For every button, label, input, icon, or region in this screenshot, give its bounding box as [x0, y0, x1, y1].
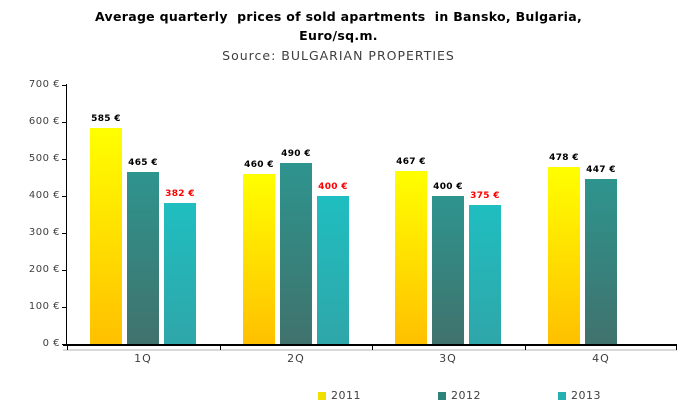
chart-header: Average quarterly prices of sold apartme…	[0, 7, 677, 64]
y-axis-tick-label: 600 €	[28, 116, 60, 127]
legend-item-2013: 2013	[558, 390, 601, 402]
y-axis-tick	[62, 344, 66, 345]
bar-2013-3Q	[469, 205, 501, 344]
bar-2011-3Q	[395, 171, 427, 344]
legend-label-2012: 2012	[451, 389, 481, 402]
bar-value-label-2011-2Q: 460 €	[244, 160, 274, 170]
y-axis-tick-label: 500 €	[28, 153, 60, 164]
x-axis-shadow	[63, 349, 677, 351]
legend-item-2012: 2012	[438, 390, 481, 402]
y-axis-tick-label: 700 €	[28, 79, 60, 90]
y-axis-tick-label: 400 €	[28, 190, 60, 201]
x-axis-line	[63, 344, 677, 346]
bar-2011-1Q	[90, 128, 122, 344]
bar-value-label-2011-3Q: 467 €	[396, 157, 426, 167]
y-axis-tick	[62, 196, 66, 197]
bar-value-label-2012-3Q: 400 €	[433, 182, 463, 192]
bar-value-label-2012-4Q: 447 €	[586, 165, 616, 175]
bar-2012-1Q	[127, 172, 159, 344]
x-axis-tick	[220, 346, 221, 350]
bar-2012-3Q	[432, 196, 464, 344]
bar-value-label-2011-1Q: 585 €	[91, 114, 121, 124]
y-axis-tick	[62, 270, 66, 271]
bar-2011-4Q	[548, 167, 580, 344]
x-axis-category-label: 3Q	[439, 352, 457, 365]
bar-value-label-2012-1Q: 465 €	[128, 158, 158, 168]
legend-item-2011: 2011	[318, 390, 361, 402]
x-axis-tick	[67, 346, 68, 350]
y-axis-tick-label: 200 €	[28, 264, 60, 275]
bar-value-label-2012-2Q: 490 €	[281, 149, 311, 159]
x-axis-tick	[372, 346, 373, 350]
chart-title-line1: Average quarterly prices of sold apartme…	[94, 9, 582, 24]
bar-value-label-2013-1Q: 382 €	[165, 189, 195, 199]
bar-value-label-2011-4Q: 478 €	[549, 153, 579, 163]
legend-label-2013: 2013	[571, 389, 601, 402]
legend-swatch-2011	[318, 392, 326, 400]
y-axis-tick-label: 300 €	[28, 227, 60, 238]
x-axis-tick	[525, 346, 526, 350]
y-axis-tick	[62, 307, 66, 308]
x-axis-category-label: 4Q	[592, 352, 610, 365]
y-axis-tick	[62, 233, 66, 234]
bar-value-label-2013-2Q: 400 €	[318, 182, 348, 192]
legend-label-2011: 2011	[331, 389, 361, 402]
x-axis-category-label: 1Q	[134, 352, 152, 365]
y-axis-line	[66, 84, 67, 346]
chart-title-line2: Euro/sq.m.	[299, 28, 378, 43]
bar-2012-2Q	[280, 163, 312, 344]
bar-2011-2Q	[243, 174, 275, 344]
bar-2013-1Q	[164, 203, 196, 344]
legend-swatch-2013	[558, 392, 566, 400]
legend-swatch-2012	[438, 392, 446, 400]
y-axis-tick	[62, 122, 66, 123]
y-axis-tick	[62, 85, 66, 86]
chart-subtitle: Source: BULGARIAN PROPERTIES	[222, 48, 455, 63]
x-axis-category-label: 2Q	[287, 352, 305, 365]
bar-value-label-2013-3Q: 375 €	[470, 191, 500, 201]
bar-2012-4Q	[585, 179, 617, 344]
y-axis-tick-label: 100 €	[28, 301, 60, 312]
y-axis-tick-label: 0 €	[42, 338, 60, 349]
bar-2013-2Q	[317, 196, 349, 344]
y-axis-tick	[62, 159, 66, 160]
